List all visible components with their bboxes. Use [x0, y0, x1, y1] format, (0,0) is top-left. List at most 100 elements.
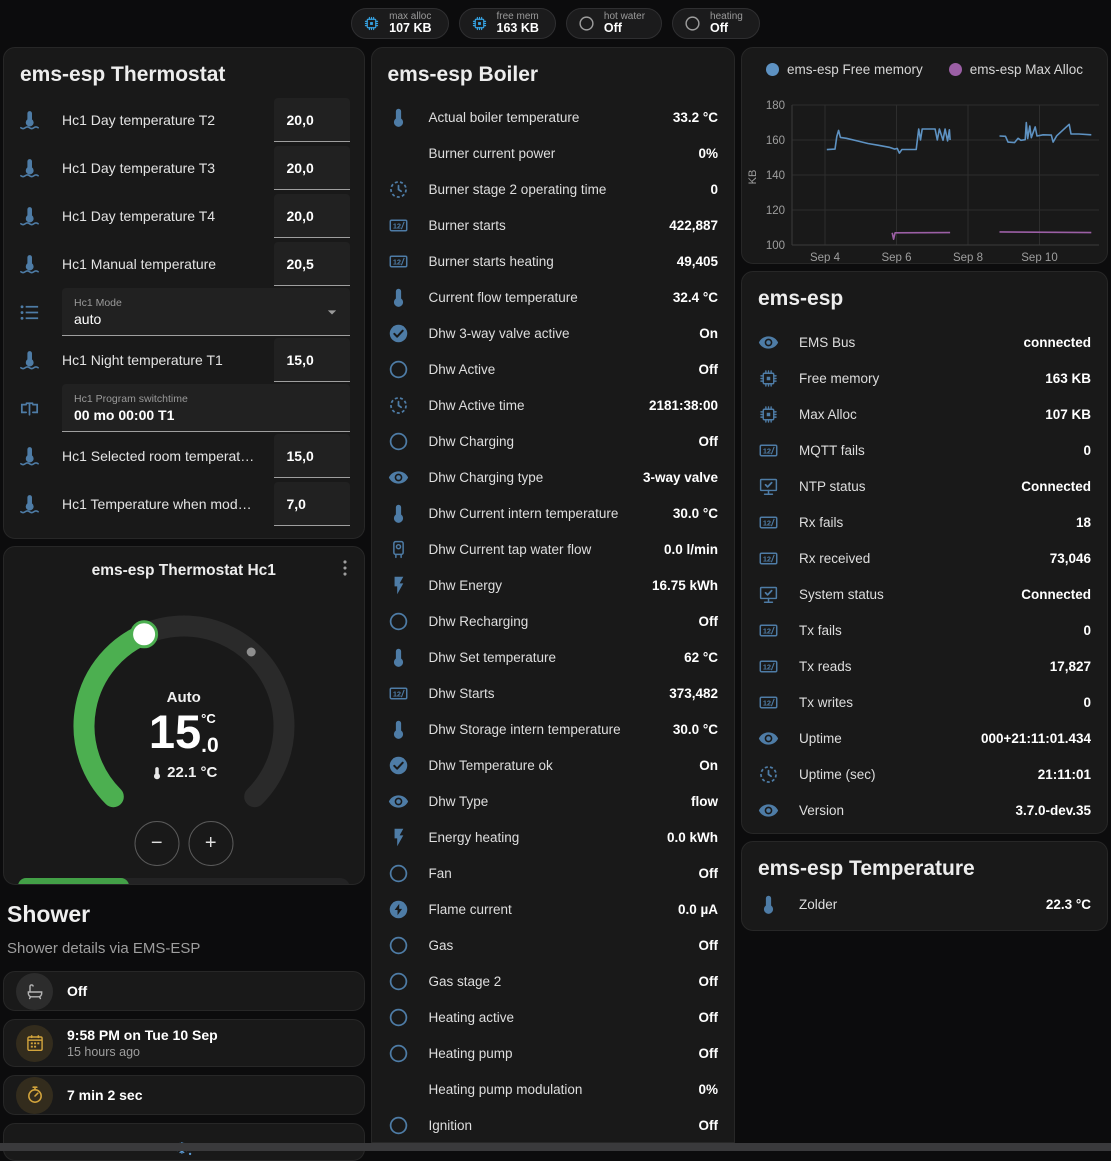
- more-options-button[interactable]: [334, 557, 356, 579]
- entity-row[interactable]: Dhw 3-way valve active On: [372, 315, 735, 351]
- entity-label: Dhw Charging type: [428, 469, 544, 485]
- entity-label: Fan: [428, 865, 452, 881]
- mode-select[interactable]: Hc1 Mode auto: [62, 288, 350, 336]
- hvac-mode-off-button[interactable]: [239, 878, 350, 884]
- entity-value: 33.2 °C: [672, 109, 718, 125]
- entity-label: Burner starts heating: [428, 253, 554, 269]
- entity-row[interactable]: Max Alloc 107 KB: [742, 396, 1107, 432]
- chip-hot-water[interactable]: hot water Off: [565, 8, 663, 39]
- setting-row: Hc1 Day temperature T2 20,0: [4, 96, 364, 144]
- entity-row[interactable]: Actual boiler temperature 33.2 °C: [372, 99, 735, 135]
- entity-label: Max Alloc: [799, 406, 857, 422]
- target-knob[interactable]: [129, 620, 158, 649]
- entity-row[interactable]: Heating active Off: [372, 999, 735, 1035]
- entity-row[interactable]: Gas stage 2 Off: [372, 963, 735, 999]
- entity-row[interactable]: Burner current power 0%: [372, 135, 735, 171]
- entity-value: Connected: [1021, 478, 1091, 494]
- entity-label: Heating active: [428, 1009, 515, 1025]
- chip-max-alloc[interactable]: max alloc 107 KB: [351, 8, 449, 39]
- circle-icon: [389, 864, 407, 882]
- shower-item[interactable]: Off: [3, 971, 365, 1011]
- entity-row[interactable]: Heating pump modulation 0%: [372, 1071, 735, 1107]
- number-input[interactable]: 15,0: [273, 338, 350, 382]
- entity-row[interactable]: Free memory 163 KB: [742, 360, 1107, 396]
- setting-row: Hc1 Night temperature T1 15,0: [4, 336, 364, 384]
- entity-label: Tx fails: [799, 622, 842, 638]
- chip-label: heating: [710, 11, 743, 23]
- entity-row[interactable]: Dhw Set temperature 62 °C: [372, 639, 735, 675]
- entity-value: 107 KB: [1045, 406, 1091, 422]
- check-circle-icon: [389, 324, 407, 342]
- text-input[interactable]: Hc1 Program switchtime 00 mo 00:00 T1: [62, 384, 350, 432]
- decrease-temp-button[interactable]: −: [134, 821, 180, 866]
- entity-row[interactable]: System status Connected: [742, 576, 1107, 612]
- bottom-scroll-bar[interactable]: [0, 1143, 1111, 1151]
- entity-row[interactable]: Gas Off: [372, 927, 735, 963]
- setting-row: Hc1 Temperature when mod… 7,0: [4, 480, 364, 528]
- entity-row[interactable]: Dhw Charging Off: [372, 423, 735, 459]
- entity-row[interactable]: Uptime 000+21:11:01.434: [742, 720, 1107, 756]
- entity-row[interactable]: Uptime (sec) 21:11:01: [742, 756, 1107, 792]
- circle-icon: [389, 612, 407, 630]
- number-input[interactable]: 7,0: [273, 482, 350, 526]
- entity-row[interactable]: Zolder 22.3 °C: [742, 886, 1107, 922]
- entity-row[interactable]: Dhw Current intern temperature 30.0 °C: [372, 495, 735, 531]
- number-input[interactable]: 20,0: [273, 194, 350, 238]
- shower-item[interactable]: 9:58 PM on Tue 10 Sep 15 hours ago: [3, 1019, 365, 1067]
- entity-row[interactable]: Ignition Off: [372, 1107, 735, 1142]
- entity-row[interactable]: Dhw Active Off: [372, 351, 735, 387]
- setting-row: Hc1 Day temperature T3 20,0: [4, 144, 364, 192]
- entity-row[interactable]: Dhw Active time 2181:38:00: [372, 387, 735, 423]
- entity-row[interactable]: Fan Off: [372, 855, 735, 891]
- chip-free-mem[interactable]: free mem 163 KB: [458, 8, 556, 39]
- svg-text:100: 100: [766, 240, 785, 252]
- chip-heating[interactable]: heating Off: [672, 8, 760, 39]
- entity-row[interactable]: Current flow temperature 32.4 °C: [372, 279, 735, 315]
- entity-row[interactable]: Dhw Charging type 3-way valve: [372, 459, 735, 495]
- number-input[interactable]: 20,0: [273, 98, 350, 142]
- entity-row[interactable]: Dhw Storage intern temperature 30.0 °C: [372, 711, 735, 747]
- entity-value: On: [699, 757, 718, 773]
- shower-item[interactable]: 7 min 2 sec: [3, 1075, 365, 1115]
- shower-item[interactable]: [3, 1123, 365, 1161]
- legend-item[interactable]: ems-esp Free memory: [765, 62, 923, 77]
- hvac-mode-auto-button[interactable]: A: [18, 878, 129, 884]
- entity-value: 22.3 °C: [1045, 896, 1091, 912]
- entity-row[interactable]: Burner stage 2 operating time 0: [372, 171, 735, 207]
- increase-temp-button[interactable]: +: [188, 821, 234, 866]
- boiler-card-title: ems-esp Boiler: [387, 63, 539, 86]
- number-input[interactable]: 15,0: [273, 434, 350, 478]
- thermostat-dial[interactable]: Auto 15 °C .0 22.1 °C − +: [54, 614, 314, 866]
- entity-row[interactable]: Heating pump Off: [372, 1035, 735, 1071]
- valve-icon: [20, 401, 39, 416]
- thermometer-water-icon: [20, 446, 39, 465]
- setting-row: Hc1 Day temperature T4 20,0: [4, 192, 364, 240]
- entity-label: Dhw Energy: [428, 577, 503, 593]
- entity-row[interactable]: Dhw Current tap water flow 0.0 l/min: [372, 531, 735, 567]
- legend-item[interactable]: ems-esp Max Alloc: [948, 62, 1083, 77]
- number-input[interactable]: 20,0: [273, 146, 350, 190]
- number-input[interactable]: 20,5: [273, 242, 350, 286]
- entity-row[interactable]: Dhw Energy 16.75 kWh: [372, 567, 735, 603]
- entity-row[interactable]: Version 3.7.0-dev.35: [742, 792, 1107, 828]
- hvac-mode-heat-button[interactable]: [129, 878, 240, 884]
- entity-row[interactable]: EMS Bus connected: [742, 324, 1107, 360]
- entity-row[interactable]: Flame current 0.0 µA: [372, 891, 735, 927]
- entity-row[interactable]: Dhw Recharging Off: [372, 603, 735, 639]
- memory-history-chart[interactable]: 100 120 140 160 180 Sep 4 Sep 6 Sep 8 Sep 10 KB: [742, 77, 1107, 263]
- entity-row[interactable]: Dhw Temperature ok On: [372, 747, 735, 783]
- entity-row[interactable]: NTP status Connected: [742, 468, 1107, 504]
- entity-row[interactable]: Energy heating 0.0 kWh: [372, 819, 735, 855]
- eye-icon: [758, 803, 779, 817]
- entity-row[interactable]: Dhw Type flow: [372, 783, 735, 819]
